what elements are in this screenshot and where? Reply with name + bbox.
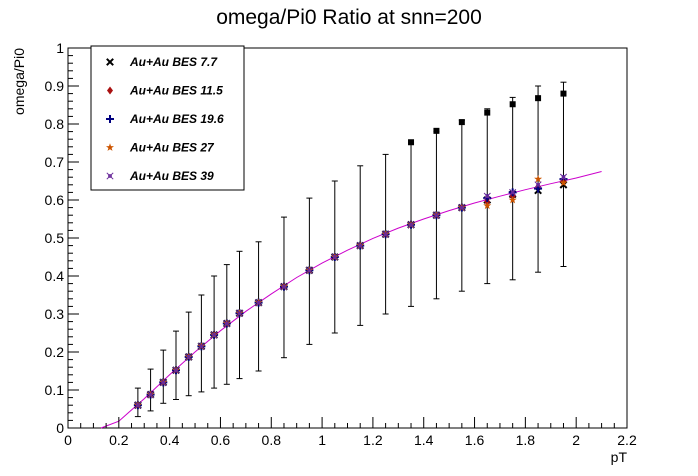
legend-box (90, 45, 245, 191)
x-axis-label: pT (611, 449, 628, 465)
x-tick-label: 1.6 (465, 432, 485, 448)
data-point-series-4 (559, 173, 568, 181)
x-tick-label: 0.6 (211, 432, 231, 448)
data-point-series-4 (305, 266, 313, 274)
data-point-series-3 (559, 178, 568, 187)
x-tick-label: 0.4 (160, 432, 180, 448)
data-point-series-3 (534, 174, 543, 183)
data-point-series-5 (560, 90, 567, 97)
legend-label: Au+Au BES 19.6 (129, 112, 224, 126)
data-point-series-4 (407, 221, 415, 229)
legend-label: Au+Au BES 7.7 (129, 55, 218, 69)
y-tick-label: 0.1 (45, 382, 65, 398)
data-point-series-5 (484, 109, 491, 116)
data-point-series-4 (331, 253, 339, 261)
data-point-series-5 (509, 101, 516, 108)
data-point-series-4 (159, 378, 167, 386)
axis-layer: 0 0.2 0.4 0.6 0.8 1 1.2 1.4 1.6 1.8 2 2.2 0 0.1 0.2 0.3… (45, 40, 637, 448)
x-tick-label: 0.8 (262, 432, 282, 448)
data-point-series-3 (483, 201, 492, 210)
legend-label: Au+Au BES 11.5 (129, 84, 223, 98)
data-point-series-4 (458, 204, 466, 212)
data-point-series-5 (458, 119, 465, 126)
data-point-series-4 (185, 353, 193, 361)
y-tick-label: 0.5 (45, 230, 65, 246)
legend-marker (106, 143, 114, 151)
data-point-series-4 (197, 342, 205, 350)
x-tick-label: 1.2 (363, 432, 383, 448)
data-point-series-4 (509, 188, 517, 196)
data-point-series-3 (508, 195, 517, 204)
data-point-series-4 (483, 192, 491, 200)
x-tick-label: 0 (64, 432, 72, 448)
y-tick-label: 0.7 (45, 154, 65, 170)
data-point-series-4 (172, 366, 180, 374)
data-point-series-5 (433, 127, 440, 134)
legend-label: Au+Au BES 39 (129, 169, 214, 183)
chart-title: omega/Pi0 Ratio at snn=200 (216, 6, 482, 29)
x-tick-label: 1.8 (516, 432, 536, 448)
x-tick-label: 2.2 (617, 432, 637, 448)
y-tick-label: 0.4 (45, 268, 65, 284)
data-point-series-2 (483, 194, 492, 203)
y-tick-label: 0.2 (45, 344, 65, 360)
data-point-series-4 (280, 283, 288, 291)
data-point-series-4 (534, 181, 542, 189)
x-tick-label: 0.2 (109, 432, 129, 448)
legend-marker (106, 115, 114, 123)
y-tick-label: 0.9 (45, 78, 65, 94)
y-axis-label: omega/Pi0 (11, 48, 27, 115)
data-point-series-4 (356, 242, 364, 250)
legend-marker (107, 86, 113, 95)
y-tick-label: 0.6 (45, 192, 65, 208)
data-point-series-4 (432, 211, 440, 219)
data-point-series-4 (210, 331, 218, 339)
x-tick-label: 1.4 (414, 432, 434, 448)
y-tick-label: 0 (56, 420, 64, 436)
legend-label: Au+Au BES 27 (129, 141, 215, 155)
x-tick-label: 2 (572, 432, 580, 448)
legend-entries: Au+Au BES 7.7 Au+Au BES 11.5 Au+Au BES 19.… (106, 55, 224, 183)
data-point-series-4 (134, 401, 142, 409)
marker-layer (133, 90, 568, 410)
data-point-series-4 (147, 391, 155, 399)
y-tick-label: 0.8 (45, 116, 65, 132)
data-point-series-4 (223, 319, 231, 328)
data-point-series-4 (235, 309, 244, 317)
legend-marker (106, 58, 114, 66)
data-point-series-5 (408, 139, 415, 146)
legend-marker (106, 172, 114, 180)
y-tick-label: 0.3 (45, 306, 65, 322)
legend: Au+Au BES 7.7 Au+Au BES 11.5 Au+Au BES 19.… (90, 45, 245, 191)
data-point-series-4 (382, 230, 390, 238)
x-tick-label: 1 (318, 432, 326, 448)
data-point-series-4 (255, 299, 263, 307)
data-point-series-5 (535, 95, 542, 102)
y-tick-label: 1 (56, 40, 64, 56)
